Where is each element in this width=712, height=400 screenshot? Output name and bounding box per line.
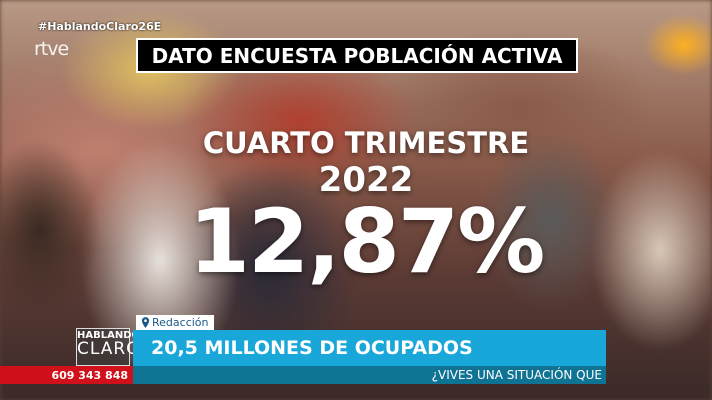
show-logo: HABLANDO CLARO [76, 328, 141, 366]
location-tag: Redacción [136, 315, 214, 330]
year-label: 2022 [318, 160, 414, 200]
show-logo-bottom: CLARO [77, 339, 141, 359]
headline-figure: 12,87% [188, 190, 546, 293]
location-text: Redacción [152, 316, 209, 329]
lower-third-headline: 20,5 MILLONES DE OCUPADOS [133, 330, 606, 366]
map-pin-icon [141, 317, 150, 328]
hashtag: #HablandoClaro26E [38, 20, 162, 33]
ticker: ¿VIVES UNA SITUACIÓN QUE [133, 366, 606, 384]
show-logo-top: HABLANDO [77, 330, 141, 341]
rtve-logo: rtve [34, 38, 69, 60]
phone-number: 609 343 848 [0, 366, 133, 384]
period-label: CUARTO TRIMESTRE [202, 126, 530, 160]
headline-title: DATO ENCUESTA POBLACIÓN ACTIVA [136, 38, 578, 73]
